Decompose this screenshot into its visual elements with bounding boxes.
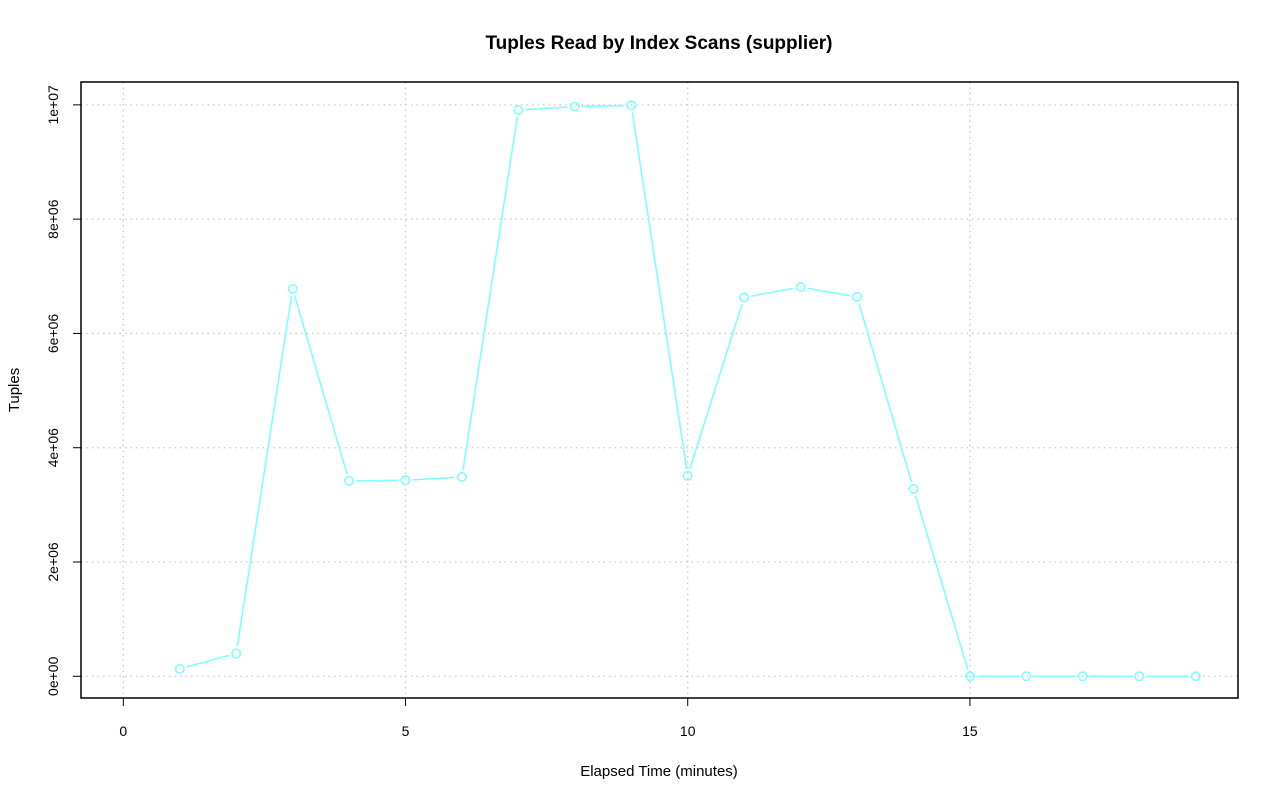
data-point — [287, 283, 298, 294]
y-axis-label: Tuples — [6, 368, 23, 412]
series-line-segment — [631, 112, 688, 469]
data-point — [513, 105, 524, 116]
series-line-segment — [581, 104, 625, 108]
series-line-segment — [914, 495, 969, 670]
series-layer — [174, 100, 1201, 682]
data-point — [964, 671, 975, 682]
data-point — [852, 291, 863, 302]
y-tick-label: 6e+06 — [45, 314, 61, 354]
data-point — [908, 483, 919, 494]
series-line-segment — [525, 106, 568, 111]
data-point — [1077, 671, 1088, 682]
data-point — [344, 475, 355, 486]
series-line-segment — [807, 287, 851, 297]
data-point — [400, 475, 411, 486]
data-point — [456, 471, 467, 482]
data-point — [1134, 671, 1145, 682]
y-tick-label: 4e+06 — [45, 428, 61, 468]
series-line-segment — [858, 303, 913, 483]
series-line-segment — [186, 654, 230, 668]
plot-frame — [80, 81, 1239, 699]
series-line-segment — [462, 116, 519, 471]
x-tick-label: 10 — [680, 723, 696, 739]
x-tick-label: 15 — [962, 723, 978, 739]
x-tick-label: 0 — [119, 723, 127, 739]
data-point — [174, 663, 185, 674]
series-line-segment — [293, 295, 348, 475]
data-point — [795, 282, 806, 293]
y-tick-label: 2e+06 — [45, 542, 61, 582]
data-point — [1190, 671, 1201, 682]
grid — [81, 82, 1238, 698]
x-tick-label: 5 — [402, 723, 410, 739]
data-point — [682, 470, 693, 481]
y-axis: 0e+00 2e+06 4e+06 6e+06 8e+06 1e+07 — [45, 85, 81, 696]
y-tick-label: 8e+06 — [45, 199, 61, 239]
y-tick-label: 1e+07 — [45, 85, 61, 125]
y-tick-label: 0e+00 — [45, 656, 61, 696]
data-point — [231, 648, 242, 659]
series-line-segment — [750, 287, 794, 297]
data-point — [626, 100, 637, 111]
series-line-segment — [689, 303, 743, 470]
data-point — [569, 101, 580, 112]
data-series — [174, 100, 1201, 682]
x-axis: 0 5 10 15 — [119, 698, 978, 739]
chart-title: Tuples Read by Index Scans (supplier) — [485, 33, 832, 54]
x-axis-label: Elapsed Time (minutes) — [580, 763, 738, 780]
series-line-segment — [412, 476, 456, 481]
series-line-segment — [236, 295, 293, 647]
data-point — [739, 292, 750, 303]
data-point — [1021, 671, 1032, 682]
